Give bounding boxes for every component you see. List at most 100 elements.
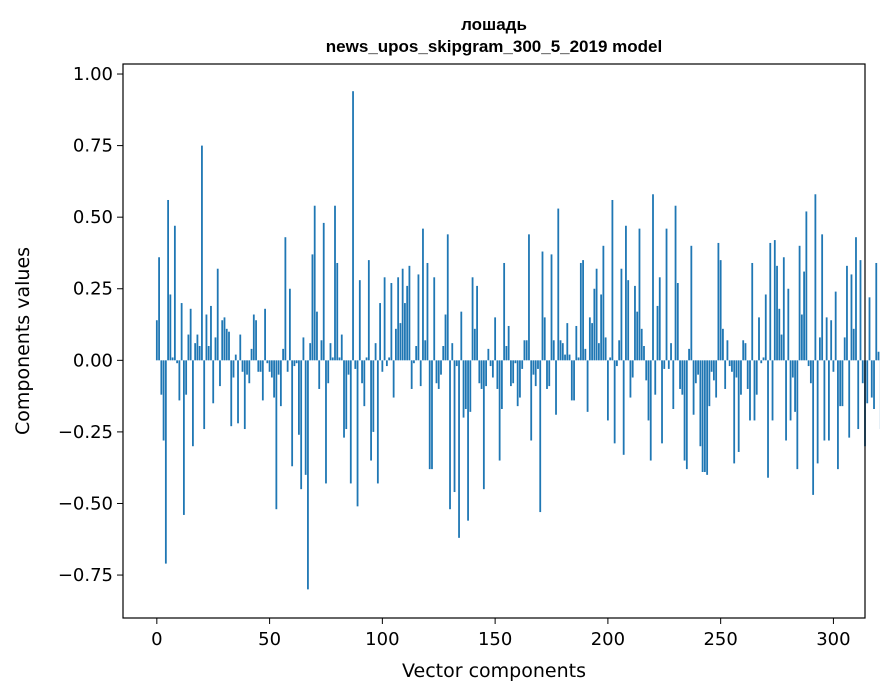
bar [825,317,828,361]
bar [514,360,517,364]
bar [512,360,515,384]
bar [703,360,706,472]
bar [764,294,767,361]
bar [343,360,345,438]
bar [358,280,361,361]
bar [866,360,869,404]
bar [647,360,650,421]
bar [555,360,557,415]
bar [394,328,397,361]
bar [640,328,643,361]
bar [828,360,830,441]
bar [767,360,769,478]
bar [327,360,330,384]
bar [216,268,219,361]
bar [726,340,729,361]
bar [557,208,560,361]
bar [476,285,478,361]
bar [392,360,395,398]
bar [255,320,257,361]
bar [579,262,582,361]
x-axis-label: Vector components [402,660,586,682]
bar [733,360,736,464]
bar [841,360,844,407]
x-tick-label: 0 [151,629,162,650]
bar [451,343,454,361]
bar [288,288,291,361]
bar [796,360,799,470]
bar [742,340,745,361]
bar [298,360,300,435]
x-axis-ticks: 0 50 100 150 200 250 300 [151,618,851,650]
bar [259,360,262,372]
bar [162,360,165,441]
bar [307,360,309,590]
bar [577,357,580,361]
bar [559,340,562,361]
bar [503,262,506,361]
bar [164,360,167,564]
bar [372,360,375,432]
bar [699,360,702,447]
bar [379,303,381,361]
bar [753,360,756,421]
bar [252,314,255,361]
bar [622,360,625,455]
bar [415,346,418,361]
bar [692,360,695,415]
bar [171,357,174,361]
bar [279,360,282,407]
bar [494,317,497,361]
y-axis-label: Components values [12,247,34,435]
bar [548,360,551,387]
bar [543,317,546,361]
bar [771,360,774,421]
bar [189,308,192,361]
bar [667,360,670,369]
bar [437,360,440,389]
bar [875,262,878,361]
bar [597,343,600,361]
bar [361,360,363,384]
bar [521,360,524,369]
bar [284,237,287,361]
bar [830,320,833,361]
bar [710,360,713,372]
bar [649,360,652,461]
bar [401,268,404,361]
bar [464,360,467,409]
bar [776,265,778,361]
bar [291,360,294,467]
bar [861,360,864,384]
bar [257,360,260,372]
bar [609,357,612,361]
bar [634,285,636,361]
bar [264,308,266,361]
bar [433,277,436,361]
bar [370,360,372,461]
bar [722,328,724,361]
bar [638,228,641,361]
bar [510,360,512,387]
bar [708,360,711,407]
bar [643,346,645,361]
bar [446,234,449,361]
bar [769,242,772,361]
bar [800,314,803,361]
bar [839,360,842,407]
bar [212,360,215,404]
bar [322,222,325,361]
bar [500,360,503,409]
bar [428,360,431,470]
bar [426,262,429,361]
bar [516,360,519,407]
bar [365,357,368,361]
bar [823,360,826,441]
bar [374,343,377,361]
bar [552,340,555,361]
bar [613,360,616,444]
bar [814,194,817,361]
bar [318,360,321,389]
bar [758,317,760,361]
